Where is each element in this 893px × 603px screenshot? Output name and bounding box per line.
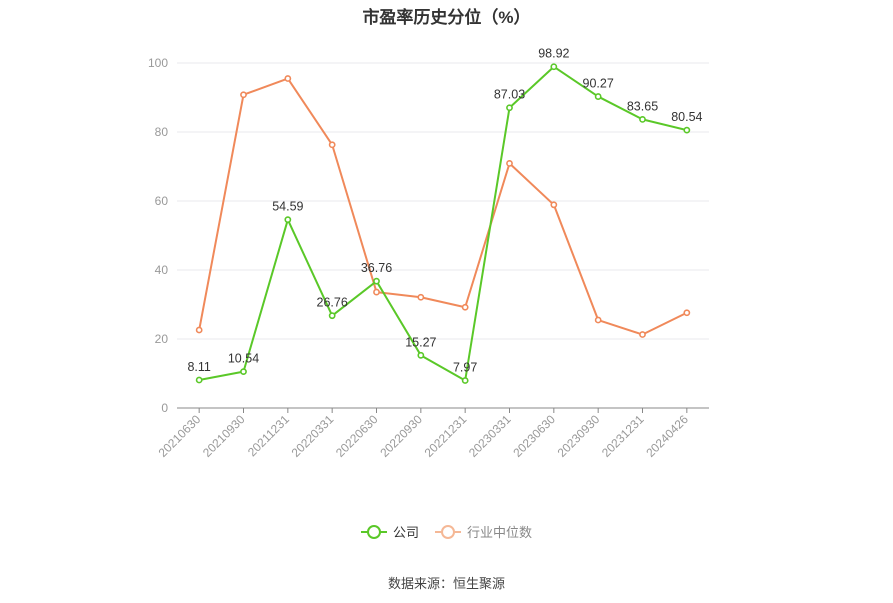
- point-industry[interactable]: [240, 91, 247, 99]
- x-tick-label: 20230930: [555, 412, 603, 460]
- x-tick-label: 20240426: [643, 412, 691, 460]
- x-tick-label: 20210930: [200, 412, 248, 460]
- x-tick-label: 20220630: [333, 412, 381, 460]
- y-tick-label: 80: [155, 125, 169, 139]
- data-label: 83.65: [627, 99, 658, 113]
- data-label: 8.11: [187, 360, 210, 374]
- point-industry[interactable]: [461, 303, 469, 311]
- data-label: 15.27: [405, 335, 436, 349]
- point-industry[interactable]: [639, 331, 646, 338]
- point-industry[interactable]: [417, 293, 425, 301]
- point-industry[interactable]: [284, 75, 292, 82]
- point-company[interactable]: [240, 368, 247, 376]
- y-tick-label: 20: [155, 332, 169, 346]
- point-company[interactable]: [683, 126, 691, 134]
- x-tick-label: 20230630: [510, 412, 558, 460]
- series-line-company: [198, 65, 688, 382]
- point-industry[interactable]: [550, 201, 558, 209]
- line-chart: 0204060801002021063020210930202112312022…: [148, 47, 709, 460]
- series: [195, 63, 691, 384]
- data-label: 36.76: [361, 261, 392, 275]
- x-tick-label: 20231231: [599, 412, 647, 460]
- chart-title: 市盈率历史分位（%）: [362, 8, 531, 27]
- legend-industry-marker: [435, 524, 461, 539]
- y-tick-label: 40: [155, 263, 169, 277]
- data-label: 54.59: [272, 200, 303, 214]
- x-tick-label: 20210630: [156, 412, 204, 460]
- y-tick-label: 60: [155, 194, 169, 208]
- point-company[interactable]: [506, 104, 513, 112]
- point-company[interactable]: [550, 63, 558, 71]
- series-line-industry: [198, 77, 688, 336]
- point-industry[interactable]: [373, 288, 380, 296]
- y-tick-label: 0: [161, 401, 168, 415]
- legend-industry-label: 行业中位数: [467, 525, 533, 540]
- point-company[interactable]: [594, 93, 602, 100]
- x-tick-label: 20211231: [245, 412, 292, 459]
- point-industry[interactable]: [683, 309, 691, 317]
- data-label: 7.97: [453, 361, 477, 375]
- data-label: 26.76: [317, 296, 348, 310]
- point-company[interactable]: [195, 376, 203, 384]
- point-industry[interactable]: [506, 159, 513, 167]
- point-company[interactable]: [373, 277, 380, 285]
- y-tick-label: 100: [148, 56, 168, 70]
- legend-item-company[interactable]: 公司: [360, 522, 419, 541]
- x-tick-label: 20230331: [466, 412, 514, 460]
- point-company[interactable]: [639, 116, 646, 123]
- x-tick-label: 20221231: [422, 412, 470, 460]
- point-industry[interactable]: [195, 326, 203, 334]
- legend-item-industry[interactable]: 行业中位数: [435, 522, 532, 541]
- legend: 公司 行业中位数: [0, 522, 893, 541]
- data-labels: 8.11 10.54 54.59 26.76 36.76 15.27 7.97 87.03 98…: [187, 47, 702, 375]
- data-label: 87.03: [494, 88, 525, 102]
- data-label: 90.27: [583, 77, 614, 91]
- data-label: 80.54: [671, 110, 702, 124]
- grid-lines: [177, 62, 709, 340]
- point-industry[interactable]: [328, 141, 336, 149]
- x-tick-label: 20220331: [289, 412, 337, 460]
- point-company[interactable]: [328, 312, 336, 320]
- point-industry[interactable]: [594, 316, 602, 324]
- axes: 0204060801002021063020210930202112312022…: [148, 56, 709, 460]
- point-company[interactable]: [461, 377, 469, 384]
- point-company[interactable]: [417, 351, 425, 359]
- x-tick-label: 20220930: [377, 412, 425, 460]
- legend-company-marker: [360, 524, 387, 539]
- data-label: 98.92: [538, 47, 569, 61]
- data-source: 数据来源：恒生聚源: [387, 576, 505, 591]
- point-company[interactable]: [284, 216, 292, 224]
- legend-company-label: 公司: [392, 525, 419, 540]
- data-label: 10.54: [228, 352, 259, 366]
